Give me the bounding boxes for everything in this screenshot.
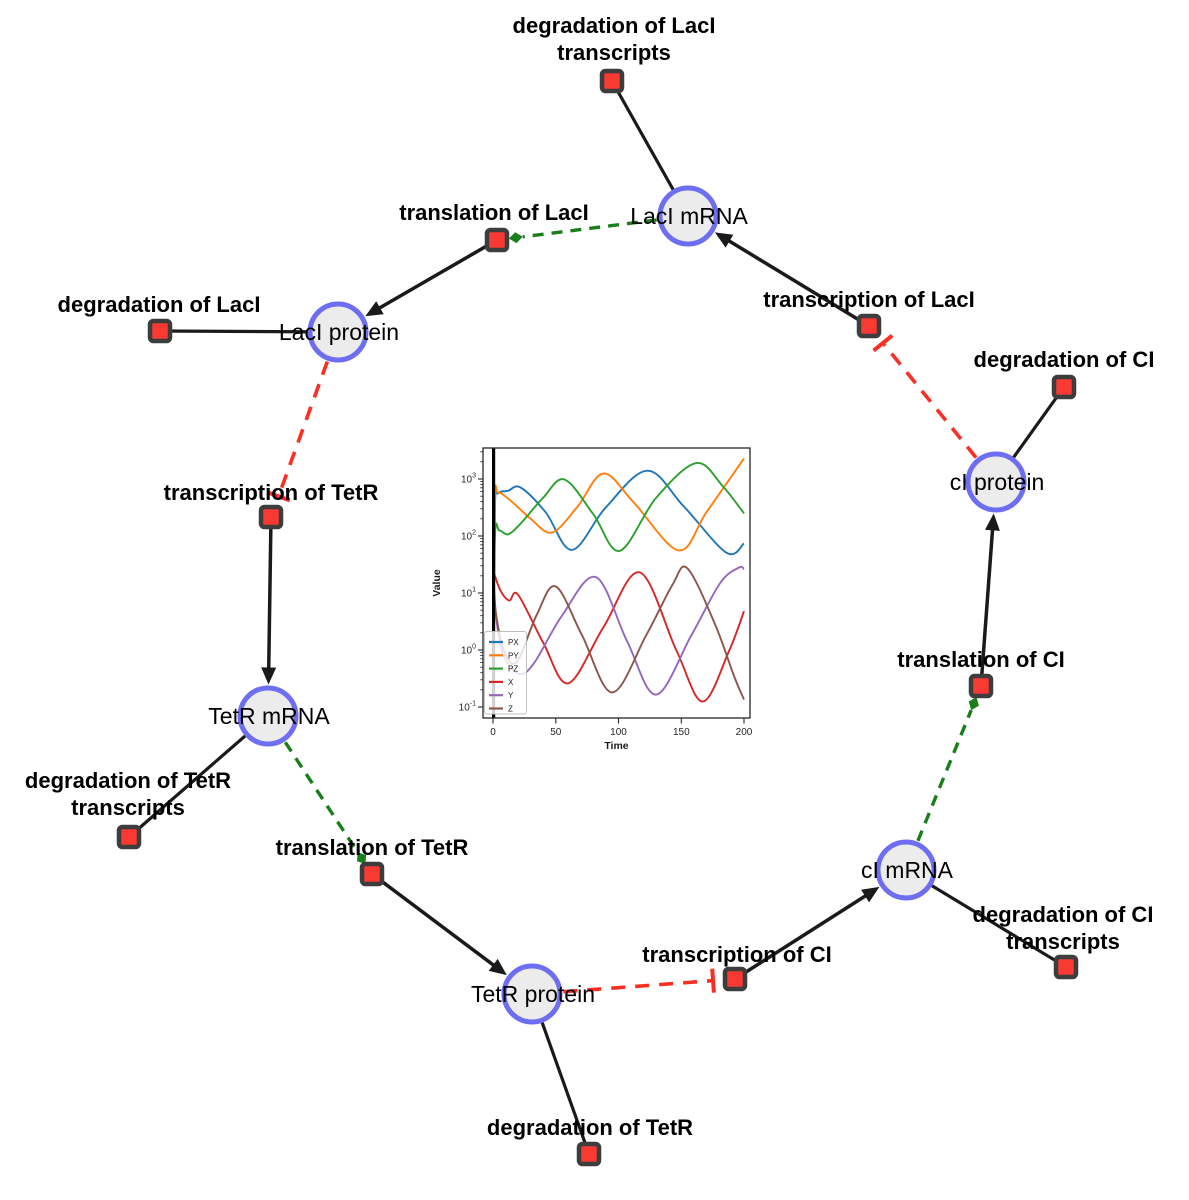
edge-modifier-cI_mRNA-translation_cI — [916, 709, 973, 842]
edge-arrow-cI_protein-translation_cI-arrowhead — [985, 513, 1000, 531]
edge-inhibition-tetR_protein-transcription_cI-tbar — [710, 968, 716, 993]
reaction-label-deg_tetR-line0: degradation of TetR — [487, 1115, 693, 1140]
reaction-label-deg_lacI_tx-line0: degradation of LacI — [513, 13, 716, 38]
reaction-label-deg_cI_tx-line1: transcripts — [1006, 929, 1120, 954]
reaction-node-deg_lacI[interactable] — [147, 318, 173, 344]
edge-arrow-cI_protein-translation_cI — [979, 527, 995, 687]
species-label-tetR_protein: TetR protein — [471, 981, 595, 1007]
species-node-tetR_protein[interactable] — [501, 963, 563, 1025]
plot-background — [430, 441, 758, 759]
edge-line-cI_mRNA-deg_cI_tx — [905, 868, 1067, 969]
species-label-lacI_protein: LacI protein — [279, 319, 399, 345]
edge-arrow-tetR_protein-translation_tetR — [370, 872, 497, 969]
reaction-label-deg_tetR_tx-line0: degradation of TetR — [25, 768, 231, 793]
reaction-label-transcription_cI-line0: transcription of CI — [642, 942, 831, 967]
edge-arrow-lacI_protein-translation_lacI-arrowhead — [365, 301, 384, 317]
edge-inhibition-lacI_protein-transcription_tetR-tbar — [266, 490, 291, 503]
plot-legend-box — [484, 631, 527, 715]
edge-modifier-lacI_mRNA-translation_lacI — [522, 218, 657, 239]
edge-arrow-tetR_mRNA-transcription_tetR — [266, 516, 273, 671]
edge-arrow-tetR_mRNA-transcription_tetR-arrowhead — [261, 667, 277, 685]
edge-inhibition-cI_protein-transcription_lacI-tbar — [872, 333, 894, 353]
edge-inhibition-lacI_protein-transcription_tetR — [277, 360, 329, 496]
edge-line-tetR_mRNA-deg_tetR_tx — [127, 714, 270, 839]
edge-modifier-cI_mRNA-translation_cI-diamond — [968, 697, 979, 711]
plot-ytick-label-3: 102 — [461, 530, 476, 543]
plot-legend-label-Z: Z — [508, 705, 513, 714]
edge-modifier-tetR_mRNA-translation_tetR — [283, 741, 360, 854]
edge-arrow-lacI_mRNA-transcription_lacI — [725, 238, 870, 328]
reaction-node-deg_tetR[interactable] — [576, 1141, 602, 1167]
reaction-label-transcription_lacI-line0: transcription of LacI — [763, 287, 974, 312]
plot-xlabel: Time — [604, 740, 628, 752]
plot-ytick-label-0: 10-1 — [459, 701, 476, 714]
plot-xtick-label-2: 100 — [610, 727, 627, 738]
reaction-label-translation_lacI-line0: translation of LacI — [399, 200, 588, 225]
reaction-node-transcription_cI[interactable] — [722, 966, 748, 992]
reaction-node-transcription_lacI[interactable] — [856, 313, 882, 339]
plot-ylabel: Value — [431, 569, 443, 597]
edge-arrow-lacI_protein-translation_lacI — [376, 238, 498, 311]
plot-series-X — [492, 569, 745, 703]
plot-series-PZ — [492, 462, 745, 703]
species-node-lacI_protein[interactable] — [307, 301, 369, 363]
reaction-label-deg_cI-line0: degradation of CI — [974, 347, 1155, 372]
species-node-lacI_mRNA[interactable] — [657, 185, 719, 247]
plot-ytick-label-4: 103 — [461, 473, 476, 486]
reaction-node-translation_tetR[interactable] — [359, 861, 385, 887]
reaction-node-translation_lacI[interactable] — [484, 227, 510, 253]
plot-xtick-label-3: 150 — [673, 727, 690, 738]
species-label-cI_protein: cI protein — [950, 469, 1045, 495]
species-node-cI_mRNA[interactable] — [875, 839, 937, 901]
plot-legend-label-X: X — [508, 678, 514, 687]
plot-xtick-label-1: 50 — [550, 727, 562, 738]
reaction-label-transcription_tetR-line0: transcription of TetR — [164, 480, 379, 505]
species-label-cI_mRNA: cI mRNA — [861, 857, 954, 883]
species-node-tetR_mRNA[interactable] — [237, 685, 299, 747]
reaction-node-deg_tetR_tx[interactable] — [116, 824, 142, 850]
reaction-label-translation_cI-line0: translation of CI — [897, 647, 1064, 672]
reaction-label-deg_cI_tx-line0: degradation of CI — [973, 902, 1154, 927]
species-label-lacI_mRNA: LacI mRNA — [630, 203, 748, 229]
plot-xtick-label-4: 200 — [736, 727, 753, 738]
reaction-node-transcription_tetR[interactable] — [258, 504, 284, 530]
edge-modifier-tetR_mRNA-translation_tetR-diamond — [357, 852, 367, 864]
plot-legend-label-PY: PY — [508, 651, 519, 660]
reaction-node-deg_cI[interactable] — [1051, 374, 1077, 400]
edge-arrow-cI_mRNA-transcription_cI — [734, 893, 869, 981]
species-label-tetR_mRNA: TetR mRNA — [208, 703, 330, 729]
reaction-label-deg_lacI_tx-line1: transcripts — [557, 40, 671, 65]
edge-modifier-lacI_mRNA-translation_lacI-diamond — [508, 232, 523, 244]
plot-series-PY — [492, 457, 745, 703]
plot-legend-label-PX: PX — [508, 638, 519, 647]
edge-arrow-lacI_mRNA-transcription_lacI-arrowhead — [714, 232, 734, 248]
plot-legend: PX PY PZ XYZ — [484, 631, 527, 715]
reaction-node-deg_cI_tx[interactable] — [1053, 954, 1079, 980]
edge-arrow-cI_mRNA-transcription_cI-arrowhead — [861, 886, 880, 903]
plot-xtick-label-0: 0 — [490, 727, 496, 738]
plot-ytick-label-2: 101 — [461, 587, 476, 600]
plot-legend-label-Y: Y — [508, 691, 514, 700]
plot-frame — [482, 447, 751, 719]
plot-ytick-label-1: 100 — [461, 644, 476, 657]
reaction-label-deg_tetR_tx-line1: transcripts — [71, 795, 185, 820]
species-node-cI_protein[interactable] — [965, 451, 1027, 513]
nodes-layer: degradation of LacItranscriptstranslatio… — [25, 13, 1155, 1167]
edges-layer — [127, 80, 1067, 1155]
reaction-node-translation_cI[interactable] — [968, 673, 994, 699]
plot-legend-label-PZ: PZ — [508, 665, 518, 674]
edge-inhibition-cI_protein-transcription_lacI — [882, 343, 978, 459]
reaction-label-deg_lacI-line0: degradation of LacI — [58, 292, 261, 317]
edge-arrow-tetR_protein-translation_tetR-arrowhead — [488, 958, 507, 976]
reaction-node-deg_lacI_tx[interactable] — [599, 68, 625, 94]
reaction-label-translation_tetR-line0: translation of TetR — [276, 835, 469, 860]
edge-inhibition-tetR_protein-transcription_cI — [563, 979, 712, 994]
